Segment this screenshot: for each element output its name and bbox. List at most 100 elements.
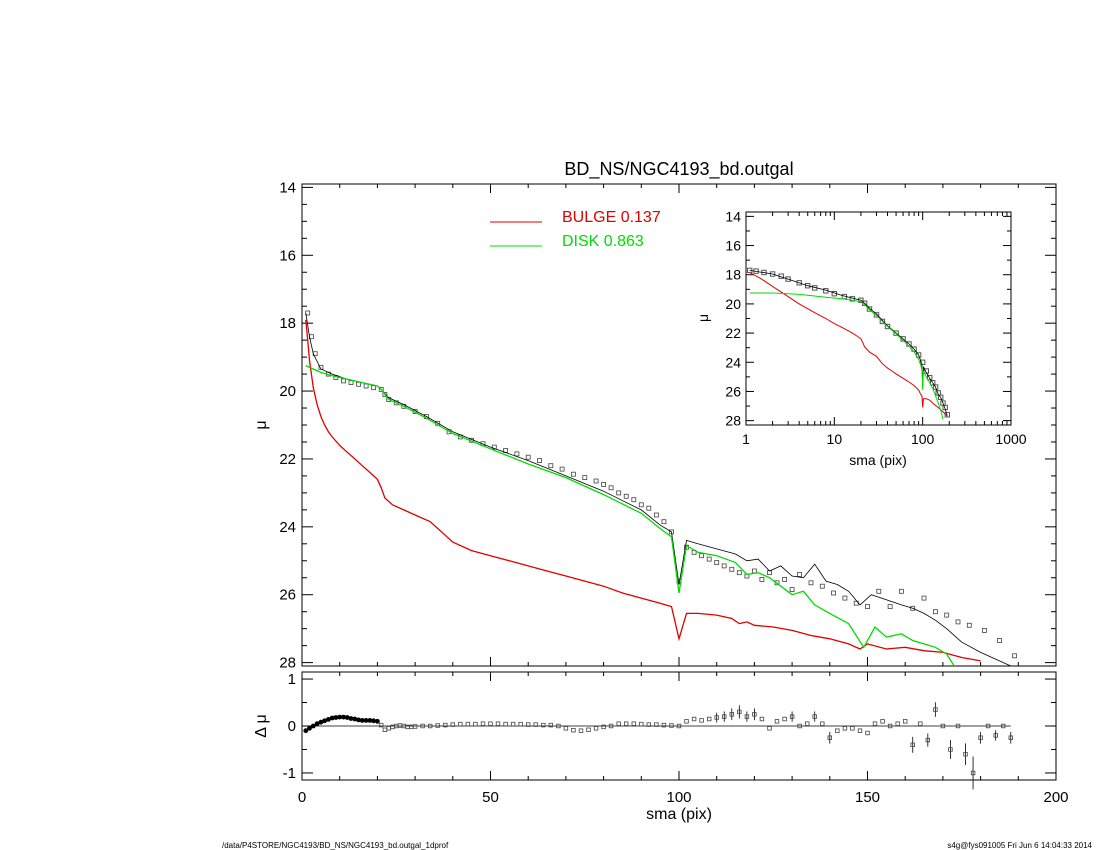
residual-point: [887, 723, 893, 729]
inset-data-point: [873, 312, 880, 318]
inset-data-point: [805, 283, 811, 289]
residual-point: [480, 721, 486, 726]
main-data-point: [699, 553, 704, 559]
main-y-tick-label: 28: [279, 655, 296, 672]
residual-point: [918, 721, 923, 726]
residual-point: [548, 722, 553, 728]
inset-data-point: [938, 394, 944, 401]
residual-point: [842, 726, 848, 731]
main-data-point: [706, 556, 712, 562]
x-tick-label: 200: [1043, 789, 1068, 806]
main-data-point: [341, 378, 346, 384]
residual-point: [744, 714, 750, 719]
inset-y-tick-label: 16: [725, 238, 741, 254]
residual-point: [556, 723, 561, 729]
main-data-point: [537, 458, 542, 464]
main-data-point: [933, 609, 938, 615]
inset-data-point: [785, 276, 791, 282]
main-axis-ticks: [301, 184, 1057, 666]
residual-point: [661, 722, 667, 728]
residual-point: [397, 723, 403, 728]
residual-point: [510, 721, 516, 727]
main-bulge-line: [305, 319, 981, 662]
main-data-point: [582, 475, 588, 481]
residual-point: [333, 715, 339, 720]
inset-data-point: [858, 297, 864, 304]
residual-point: [367, 718, 373, 723]
x-axis-label: sma (pix): [646, 806, 712, 823]
residual-point: [654, 722, 659, 727]
residual-point: [344, 715, 350, 720]
residual-point: [450, 722, 455, 727]
main-y-tick-label: 16: [279, 247, 296, 264]
residual-point: [789, 714, 795, 719]
residual-point: [699, 718, 704, 723]
residual-point: [759, 716, 765, 722]
main-data-point: [982, 628, 987, 633]
inset-x-tick-label: 1000: [995, 431, 1026, 447]
residual-point: [669, 723, 674, 728]
residual-point: [955, 723, 961, 729]
residual-point: [691, 716, 697, 722]
main-data-point: [559, 466, 565, 472]
residual-point: [310, 723, 316, 729]
main-y-tick-label: 20: [279, 383, 296, 400]
residual-point: [571, 728, 576, 733]
residual-point: [337, 714, 343, 720]
inset-log-panel: 14 16 18 20 22 24 26 28 1 10 100 1000 μ sma (pix): [695, 208, 1027, 468]
residual-point: [303, 728, 309, 734]
residual-point: [341, 714, 346, 720]
inset-data-point: [932, 384, 939, 390]
residual-point: [608, 723, 614, 729]
residual-point: [601, 724, 606, 730]
inset-y-tick-label: 18: [725, 267, 741, 283]
residual-point: [465, 721, 471, 727]
main-data-point: [608, 485, 614, 491]
residual-y-tick-label: 1: [288, 671, 296, 688]
residual-point: [586, 727, 591, 732]
main-data-point: [842, 595, 848, 601]
residual-point: [639, 721, 644, 727]
residual-point: [774, 719, 780, 724]
inset-disk-line: [749, 292, 944, 420]
inset-y-tick-label: 26: [725, 383, 741, 399]
residual-point: [676, 723, 682, 729]
residual-point: [820, 721, 825, 726]
residual-point: [933, 707, 938, 712]
main-data-point: [623, 493, 629, 499]
inset-x-tick-labels: 1 10 100 1000: [742, 431, 1027, 447]
inset-y-axis-label: μ: [695, 314, 711, 322]
main-data-point: [899, 588, 904, 594]
residual-point: [541, 722, 546, 728]
main-data-point: [921, 595, 927, 601]
main-data-point: [571, 471, 576, 477]
inset-data-point: [879, 318, 886, 325]
footer-file-path: /data/P4STORE/NGC4193/BD_NS/NGC4193_bd.o…: [222, 841, 449, 850]
residual-point: [348, 716, 354, 721]
residual-point: [386, 726, 391, 731]
main-data-point: [876, 588, 882, 594]
main-data-point: [955, 619, 961, 625]
main-data-point: [759, 577, 765, 582]
residual-point: [359, 718, 365, 723]
residual-axis-ticks: [301, 672, 1057, 780]
main-data-point: [382, 392, 388, 397]
main-profile-panel: 14 16 18 20 22 24 26 28 μ BULGE 0.137 DISK 0.86…: [253, 179, 1057, 672]
residual-point: [684, 719, 689, 724]
inset-x-tick-label: 1: [742, 431, 750, 447]
residual-point: [322, 718, 327, 724]
inset-data-point: [866, 306, 873, 312]
main-data-point: [371, 385, 377, 391]
x-tick-label: 50: [482, 789, 499, 806]
main-disk-line: [305, 365, 955, 666]
main-data-point: [305, 310, 311, 316]
residual-point: [1008, 735, 1013, 740]
main-y-tick-label: 26: [279, 587, 296, 604]
residual-point: [518, 721, 523, 727]
main-data-point: [729, 566, 735, 572]
residual-point: [578, 728, 584, 733]
main-data-point: [819, 583, 825, 589]
x-tick-label: 100: [666, 789, 691, 806]
main-y-tick-labels: 14 16 18 20 22 24 26 28: [279, 179, 296, 671]
